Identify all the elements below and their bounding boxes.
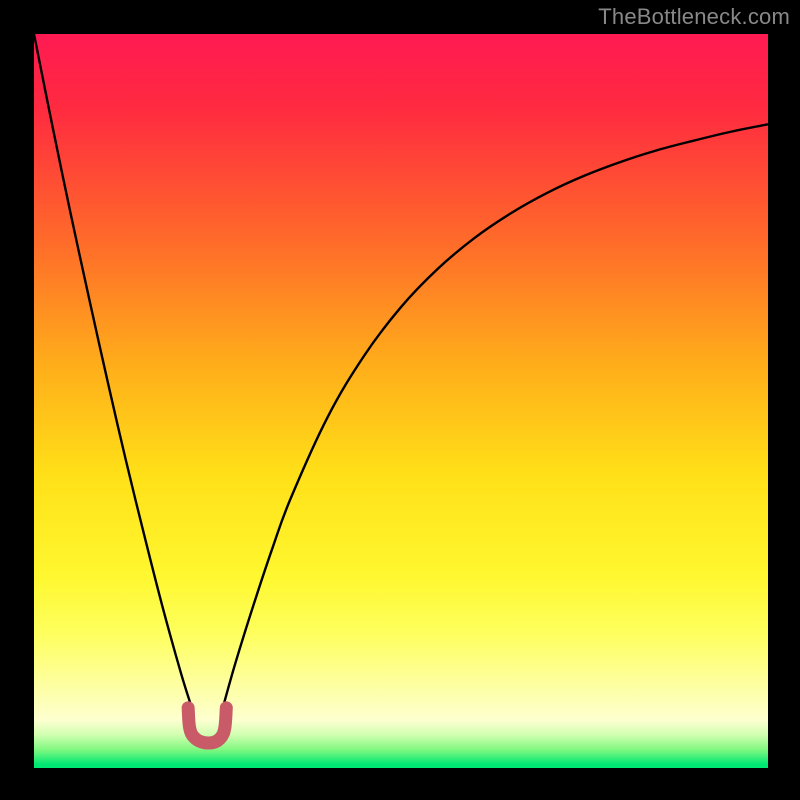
sweet-spot-marker (188, 708, 226, 743)
curve-svg (34, 34, 768, 768)
curve-right-branch (223, 124, 768, 705)
plot-area (34, 34, 768, 768)
curve-left-branch (34, 34, 192, 708)
watermark-text: TheBottleneck.com (598, 4, 790, 30)
